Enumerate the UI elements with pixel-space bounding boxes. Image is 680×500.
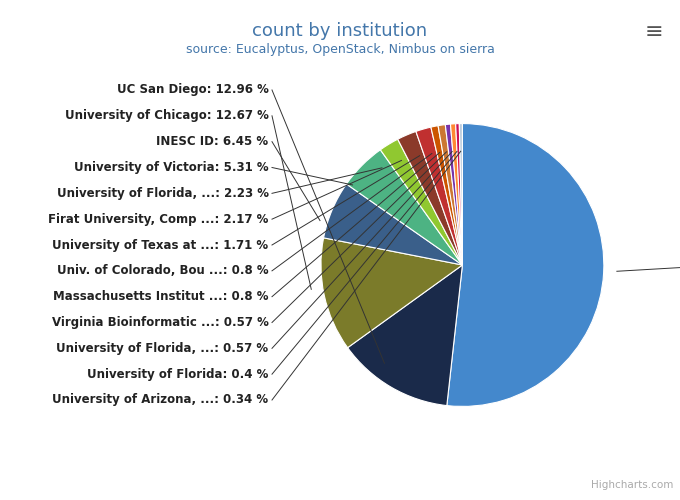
Wedge shape — [447, 124, 604, 406]
Text: University of Florida, ...: 0.57 %: University of Florida, ...: 0.57 % — [56, 342, 269, 355]
Wedge shape — [459, 124, 462, 265]
Wedge shape — [445, 124, 462, 265]
Text: University of Chicago: 12.67 %: University of Chicago: 12.67 % — [65, 110, 269, 122]
Wedge shape — [450, 124, 462, 265]
Wedge shape — [416, 127, 462, 265]
Wedge shape — [347, 265, 462, 406]
Wedge shape — [380, 139, 462, 265]
Wedge shape — [346, 150, 462, 265]
Text: Massachusetts Institut ...: 0.8 %: Massachusetts Institut ...: 0.8 % — [53, 290, 269, 303]
Text: University of Florida: 0.4 %: University of Florida: 0.4 % — [87, 368, 269, 380]
Wedge shape — [321, 238, 462, 348]
Text: count by institution: count by institution — [252, 22, 428, 40]
Text: University of Florida, ...: 2.23 %: University of Florida, ...: 2.23 % — [56, 187, 269, 200]
Text: University of Texas at ...: 1.71 %: University of Texas at ...: 1.71 % — [52, 238, 269, 252]
Wedge shape — [456, 124, 462, 265]
Text: ≡: ≡ — [645, 22, 663, 42]
Text: Univ. of Colorado, Bou ...: 0.8 %: Univ. of Colorado, Bou ...: 0.8 % — [57, 264, 269, 278]
Text: source: Eucalyptus, OpenStack, Nimbus on sierra: source: Eucalyptus, OpenStack, Nimbus on… — [186, 42, 494, 56]
Text: University of Victoria: 5.31 %: University of Victoria: 5.31 % — [74, 161, 269, 174]
Text: INESC ID: 6.45 %: INESC ID: 6.45 % — [156, 135, 269, 148]
Text: Highcharts.com: Highcharts.com — [591, 480, 673, 490]
Wedge shape — [398, 132, 462, 265]
Text: Firat University, Comp ...: 2.17 %: Firat University, Comp ...: 2.17 % — [48, 212, 269, 226]
Wedge shape — [438, 124, 462, 265]
Text: UC San Diego: 12.96 %: UC San Diego: 12.96 % — [117, 84, 269, 96]
Text: Virginia Bioinformatic ...: 0.57 %: Virginia Bioinformatic ...: 0.57 % — [52, 316, 269, 329]
Text: University of Arizona, ...: 0.34 %: University of Arizona, ...: 0.34 % — [52, 394, 269, 406]
Wedge shape — [431, 126, 462, 265]
Wedge shape — [324, 184, 462, 265]
